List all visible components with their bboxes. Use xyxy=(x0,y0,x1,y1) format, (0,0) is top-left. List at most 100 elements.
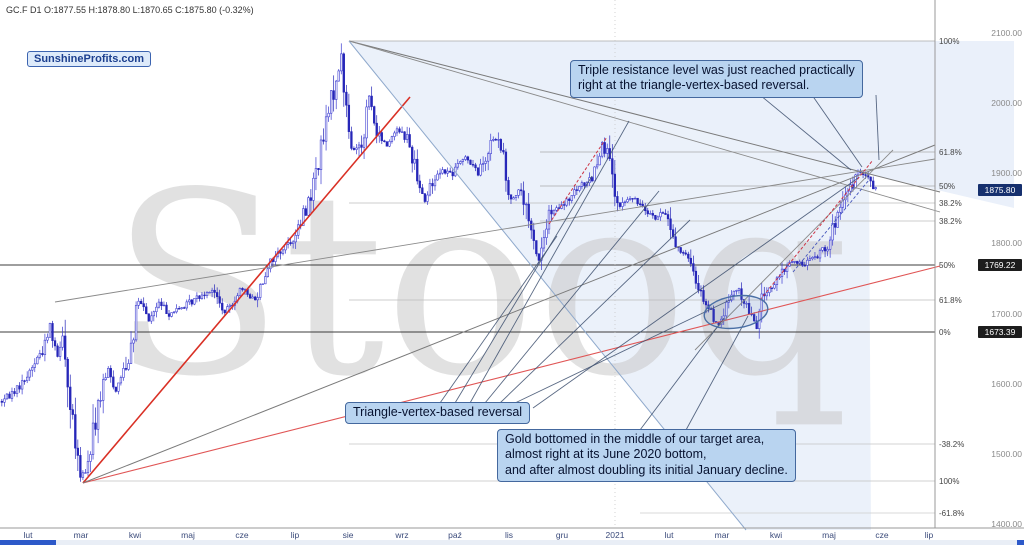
candle-body xyxy=(504,151,508,181)
candle-body xyxy=(367,95,371,108)
candle-body xyxy=(692,263,695,272)
shaded-triangle-region xyxy=(349,41,871,530)
candle-body xyxy=(674,236,677,248)
candle-body xyxy=(53,340,57,347)
candle-body xyxy=(175,308,178,313)
candle-body xyxy=(264,276,267,285)
candle-body xyxy=(466,156,470,161)
candle-body xyxy=(694,270,698,284)
candle-body xyxy=(768,287,771,293)
x-axis-label: gru xyxy=(555,530,569,540)
candle-body xyxy=(790,261,794,263)
annotation-line: Gold bottomed in the middle of our targe… xyxy=(505,432,765,446)
candle-body xyxy=(527,203,530,222)
candle-body xyxy=(345,91,348,106)
candle-body xyxy=(530,220,533,231)
candle-body xyxy=(687,253,690,259)
candle-body xyxy=(423,193,427,202)
annotation-pointer-line xyxy=(532,177,859,409)
candle-body xyxy=(780,268,784,277)
candle-body xyxy=(565,198,568,206)
candle-body xyxy=(122,368,125,378)
candle-body xyxy=(205,292,209,296)
candle-body xyxy=(783,268,786,272)
candle-body xyxy=(81,472,85,478)
candle-body xyxy=(408,134,411,148)
candle-body xyxy=(380,132,383,142)
candle-body xyxy=(46,336,49,341)
candle-body xyxy=(583,182,586,186)
candle-body xyxy=(737,288,741,291)
candle-body xyxy=(317,168,320,170)
h-scrollbar-thumb[interactable] xyxy=(0,540,56,545)
candle-body xyxy=(107,368,110,378)
candle-body xyxy=(66,358,69,388)
candle-body xyxy=(76,447,79,456)
fib-percent-label: 61.8% xyxy=(939,296,962,305)
candle-body xyxy=(659,212,662,218)
price-marker-box: 1769.22 xyxy=(978,259,1022,271)
candle-body xyxy=(735,290,738,292)
candle-body xyxy=(355,147,358,150)
candle-body xyxy=(74,414,77,449)
candle-body xyxy=(552,209,556,215)
candle-body xyxy=(438,172,442,175)
candle-body xyxy=(167,313,171,317)
annotation-line: Triangle-vertex-based reversal xyxy=(353,405,523,419)
candle-body xyxy=(598,155,601,166)
candle-body xyxy=(828,239,832,250)
annotation-triple-resistance: Triple resistance level was just reached… xyxy=(570,60,863,98)
candle-body xyxy=(375,122,378,137)
candle-body xyxy=(499,139,503,151)
candle-body xyxy=(38,353,41,358)
candle-body xyxy=(661,212,665,214)
candle-body xyxy=(532,229,535,241)
candle-body xyxy=(104,377,107,380)
candle-body xyxy=(816,256,819,259)
candle-body xyxy=(639,203,642,205)
candle-body xyxy=(461,159,465,162)
candle-body xyxy=(61,335,64,348)
candle-body xyxy=(651,213,654,216)
candle-body xyxy=(502,149,505,153)
candle-body xyxy=(836,212,839,228)
x-axis-label: mar xyxy=(73,530,89,540)
candle-body xyxy=(160,301,163,306)
candle-body xyxy=(633,197,637,200)
candle-body xyxy=(307,197,310,216)
annotation-pointer-line xyxy=(454,175,593,404)
candle-body xyxy=(188,299,191,303)
candle-body xyxy=(294,235,297,243)
h-scrollbar[interactable] xyxy=(0,540,1024,545)
candle-body xyxy=(535,240,538,255)
candle-body xyxy=(388,141,391,147)
candle-body xyxy=(613,173,616,197)
price-tick-label: 1400.00 xyxy=(991,519,1022,529)
candle-body xyxy=(373,106,376,124)
candle-body xyxy=(823,247,827,252)
candle-body xyxy=(15,385,19,394)
candle-body xyxy=(732,290,736,296)
candle-body xyxy=(570,195,573,201)
candle-body xyxy=(324,116,328,142)
candle-body xyxy=(411,146,414,164)
candle-body xyxy=(99,400,102,402)
candle-body xyxy=(86,461,90,473)
fib-percent-label: 100% xyxy=(939,37,960,46)
candle-body xyxy=(811,257,814,260)
candle-body xyxy=(132,339,135,344)
candle-body xyxy=(304,208,307,216)
candle-body xyxy=(418,180,421,189)
fib-percent-label: 50% xyxy=(939,182,956,191)
candle-body xyxy=(514,195,518,198)
candle-body xyxy=(400,131,404,133)
candle-body xyxy=(631,198,634,200)
h-scrollbar-right-button[interactable] xyxy=(1017,540,1024,545)
candle-body xyxy=(36,356,39,365)
candle-body xyxy=(755,320,758,329)
candle-body xyxy=(813,256,817,258)
candle-body xyxy=(241,288,244,291)
candle-body xyxy=(621,202,624,207)
fib-percent-label: 38.2% xyxy=(939,199,962,208)
